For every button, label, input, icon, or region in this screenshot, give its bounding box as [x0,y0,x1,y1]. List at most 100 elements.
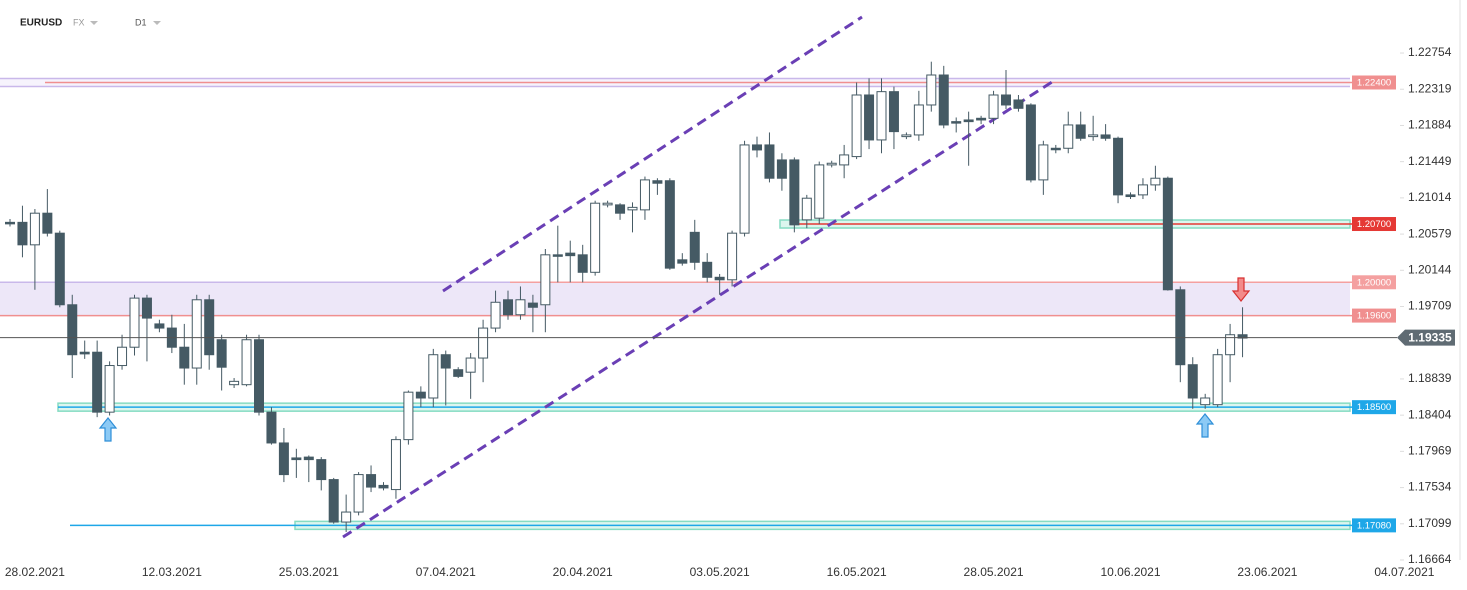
candle-body [963,119,974,123]
level-label: 1.17080 [1357,520,1391,531]
candle-body [752,144,762,151]
candle-body [627,206,638,211]
x-tick-label: 28.05.2021 [964,565,1024,579]
header: EURUSD FX D1 [20,17,161,29]
candle-body [565,252,576,257]
candle-body [938,74,949,126]
candle-body [216,339,227,368]
candle-body [229,380,240,386]
x-tick-label: 07.04.2021 [416,565,476,579]
candle-body [888,91,899,133]
y-tick-label: 1.21449 [1408,154,1452,168]
candle-body [926,74,937,106]
trend-line [442,15,863,293]
candle-body [702,261,713,278]
candle-body [465,357,476,373]
candle-body [540,254,551,306]
candle-body [1150,177,1161,186]
candle-body [92,351,103,413]
candle-body [814,164,825,219]
level-label: 1.20700 [1357,219,1391,230]
candle-body [316,459,327,481]
candle-body [776,159,787,179]
candle-body [1025,104,1036,181]
candle-body [328,479,339,523]
candle-body [739,144,750,234]
candle-body [403,391,414,441]
candle-body [353,474,364,513]
candle-body [727,232,738,281]
level-label: 1.19600 [1357,311,1391,322]
y-tick-label: 1.21014 [1408,190,1452,204]
candle-body [913,104,924,136]
candle-body [826,162,837,166]
candle-body [366,474,377,488]
candle-body [440,354,451,369]
candle-body [615,204,626,214]
level-tag [1352,518,1396,533]
candle-body [590,202,601,273]
level-tag [1352,75,1396,90]
y-tick-label: 1.17534 [1408,480,1452,494]
candle-body [1050,147,1061,151]
candle-body [1175,289,1186,366]
candle-body [503,299,513,316]
candle-body [1063,124,1074,149]
candle-body [714,276,725,281]
candle-body [1162,177,1173,291]
candle-body [839,154,850,166]
candle-body [864,94,875,141]
candle-body [29,212,40,246]
candle-body [67,304,78,356]
level-label: 1.20000 [1357,277,1391,288]
level-tag [1352,275,1396,290]
y-tick-label: 1.19709 [1408,299,1452,313]
candles [5,61,1248,533]
candle-body [453,369,464,377]
candle-body [789,159,800,226]
candle-body [141,297,152,319]
y-tick-label: 1.22754 [1408,45,1452,59]
candle-body [291,457,302,461]
x-tick-label: 23.06.2021 [1237,565,1297,579]
candle-body [764,144,775,179]
candle-body [428,354,439,399]
candle-body [652,180,663,184]
candle-body [54,232,65,306]
axis: 1.22400 1.20700 1.20000 1.19600 1.18500 1.170… [0,0,1461,579]
candle-body [1125,194,1136,198]
candle-body [5,221,15,225]
last-price-label: 1.19335 [1408,330,1452,344]
candle-body [191,299,202,369]
level-tag [1352,400,1396,415]
x-tick-label: 20.04.2021 [553,565,613,579]
down-arrow [1231,277,1251,302]
candle-body [1212,354,1223,406]
y-tick-label: 1.17969 [1408,444,1452,458]
candle-body [602,202,613,206]
candle-body [552,254,563,257]
zone [0,282,1350,316]
candle-body [1075,124,1086,139]
candle-body [341,511,352,523]
candle-body [677,259,688,264]
overlay [98,277,1251,442]
caret[interactable] [90,21,98,25]
candle-body [478,327,489,359]
candle-body [988,94,999,119]
level-label: 1.22400 [1357,78,1391,89]
candle-body [415,391,426,399]
candle-body [17,221,28,246]
candle-body [1038,144,1049,181]
timeframe: D1 [135,17,147,27]
y-tick-label: 1.17099 [1408,516,1452,530]
candle-body [851,94,862,158]
trend-lines [342,15,1053,539]
candle-body [154,323,165,329]
y-tick-label: 1.22319 [1408,81,1452,95]
caret[interactable] [153,21,161,25]
y-tick-label: 1.18839 [1408,371,1452,385]
x-tick-label: 25.03.2021 [279,565,339,579]
candle-body [303,456,314,461]
